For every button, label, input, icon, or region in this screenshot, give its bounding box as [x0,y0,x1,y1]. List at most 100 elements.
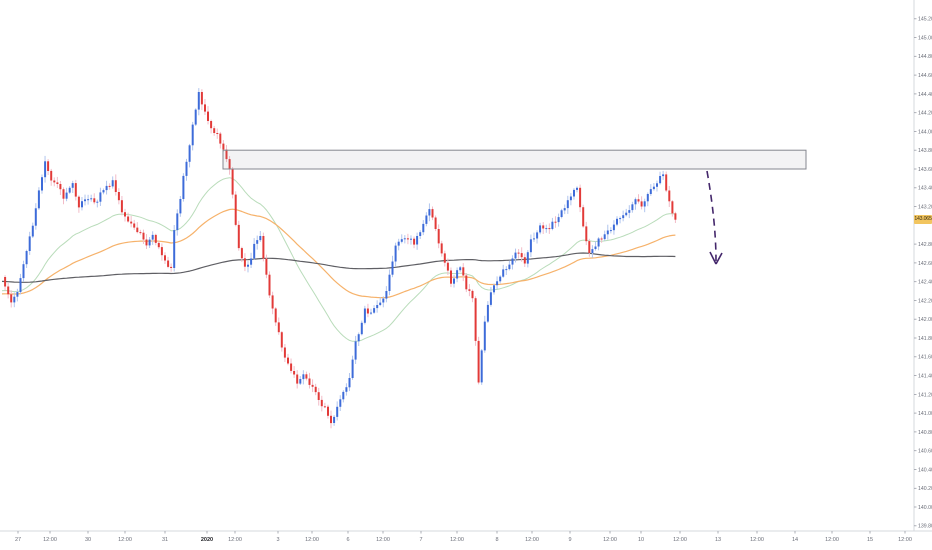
candle-up [22,264,25,279]
price-tick-label: 142.600 [918,261,932,267]
candle-up [99,192,102,202]
candle-up [483,321,486,351]
candle-down [10,294,13,303]
candle-up [96,201,99,203]
candle-down [287,357,289,364]
resistance-zone-rectangle[interactable] [222,149,807,170]
candle-up [333,416,336,423]
candle-up [44,161,47,178]
candle-down [443,253,446,263]
candle-up [603,234,606,240]
candle-up [616,218,618,225]
candle-down [47,161,50,171]
candle-down [413,238,416,245]
candle-down [225,149,228,160]
candle-up [422,223,425,233]
candle-up [182,175,185,199]
candle-down [477,340,480,383]
time-tick-label: 14 [792,537,798,543]
candle-down [216,133,219,134]
price-tick-label: 142.400 [918,280,932,286]
price-tick-label: 141.600 [918,355,932,361]
candle-up [502,269,505,277]
candle-up [299,379,302,384]
price-tick-label: 143.800 [918,148,932,154]
price-tick-label: 141.800 [918,336,932,342]
candle-up [345,387,348,392]
projection-arrow[interactable] [706,170,723,265]
time-tick-label: 7 [419,537,422,543]
candle-up [419,232,422,236]
time-tick-label: 12:00 [673,537,687,543]
candle-down [323,406,326,408]
candle-up [456,270,459,279]
candle-up [569,196,572,201]
candle-up [539,225,542,233]
candle-down [130,221,133,224]
candle-up [37,190,40,209]
candle-down [280,332,283,348]
candle-up [493,285,495,293]
candle-down [314,386,317,393]
candle-up [259,236,262,241]
time-tick-label: 15 [867,537,873,543]
candle-up [453,278,455,284]
candle-up [173,230,176,268]
candle-down [437,229,440,244]
candle-up [594,246,597,249]
candle-down [293,371,296,375]
price-tick-label: 140.000 [918,505,932,511]
price-tick-label: 141.200 [918,392,932,398]
candle-down [4,277,7,287]
candle-down [330,415,332,424]
candle-up [533,238,535,240]
candle-up [148,239,151,246]
price-tick-label: 140.600 [918,449,932,455]
candle-up [176,213,179,231]
candle-up [529,239,532,253]
candles-series [4,88,677,429]
candle-down [93,198,96,203]
candle-down [240,248,243,259]
candle-down [136,227,139,233]
candle-down [213,128,216,133]
candle-up [656,183,658,187]
candle-up [628,210,631,213]
candle-down [120,200,123,213]
candle-up [573,189,575,197]
price-tick-label: 144.800 [918,54,932,60]
time-tick-label: 3 [276,537,279,543]
candle-up [370,312,372,314]
candle-down [114,180,117,192]
fast-ma-line[interactable] [1,177,676,342]
candle-down [204,104,206,112]
candle-down [243,258,246,267]
current-price-label: 143.065 [914,214,932,224]
candle-up [514,252,517,259]
time-axis-labels[interactable]: 27 12:00 30 12:00 31 2020 12:00 3 12:00 6 12:00 7 12… [15,531,912,543]
candle-down [222,143,225,150]
candle-up [68,187,71,193]
time-tick-label: 12:00 [118,537,132,543]
candle-down [468,289,471,291]
medium-ma-line[interactable] [1,208,676,299]
candle-down [579,187,582,208]
axes [0,0,932,532]
price-tick-label: 140.200 [918,486,932,492]
candle-down [305,374,308,379]
price-axis-labels[interactable]: 145.200 145.000 144.800 144.600 144.400 144.2… [914,17,932,530]
candle-up [388,274,391,291]
candle-up [342,391,345,400]
candle-up [363,308,366,323]
time-tick-label: 12:00 [450,537,464,543]
candle-down [170,266,173,268]
slow-ma-line[interactable] [1,252,676,283]
candle-down [446,262,449,271]
candle-up [197,92,200,110]
candle-down [124,212,126,217]
candle-up [563,208,566,211]
candle-up [382,298,385,303]
time-tick-label: 12:00 [603,537,617,543]
candle-up [19,278,22,292]
